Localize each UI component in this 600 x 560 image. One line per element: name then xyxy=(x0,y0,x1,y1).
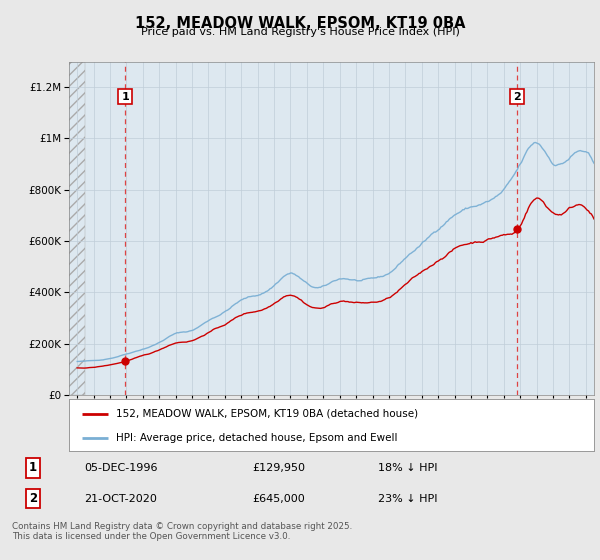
Text: HPI: Average price, detached house, Epsom and Ewell: HPI: Average price, detached house, Epso… xyxy=(116,433,398,443)
Text: 152, MEADOW WALK, EPSOM, KT19 0BA: 152, MEADOW WALK, EPSOM, KT19 0BA xyxy=(135,16,465,31)
Text: 2: 2 xyxy=(513,92,521,101)
Text: 1: 1 xyxy=(29,461,37,474)
Text: £129,950: £129,950 xyxy=(252,463,305,473)
Text: Contains HM Land Registry data © Crown copyright and database right 2025.
This d: Contains HM Land Registry data © Crown c… xyxy=(12,522,352,542)
Text: 18% ↓ HPI: 18% ↓ HPI xyxy=(378,463,437,473)
Text: 21-OCT-2020: 21-OCT-2020 xyxy=(84,494,157,503)
Polygon shape xyxy=(69,62,85,395)
Text: Price paid vs. HM Land Registry's House Price Index (HPI): Price paid vs. HM Land Registry's House … xyxy=(140,27,460,37)
Text: 1: 1 xyxy=(121,92,129,101)
Text: 23% ↓ HPI: 23% ↓ HPI xyxy=(378,494,437,503)
Text: £645,000: £645,000 xyxy=(252,494,305,503)
Text: 152, MEADOW WALK, EPSOM, KT19 0BA (detached house): 152, MEADOW WALK, EPSOM, KT19 0BA (detac… xyxy=(116,409,418,419)
Text: 2: 2 xyxy=(29,492,37,505)
Text: 05-DEC-1996: 05-DEC-1996 xyxy=(84,463,157,473)
